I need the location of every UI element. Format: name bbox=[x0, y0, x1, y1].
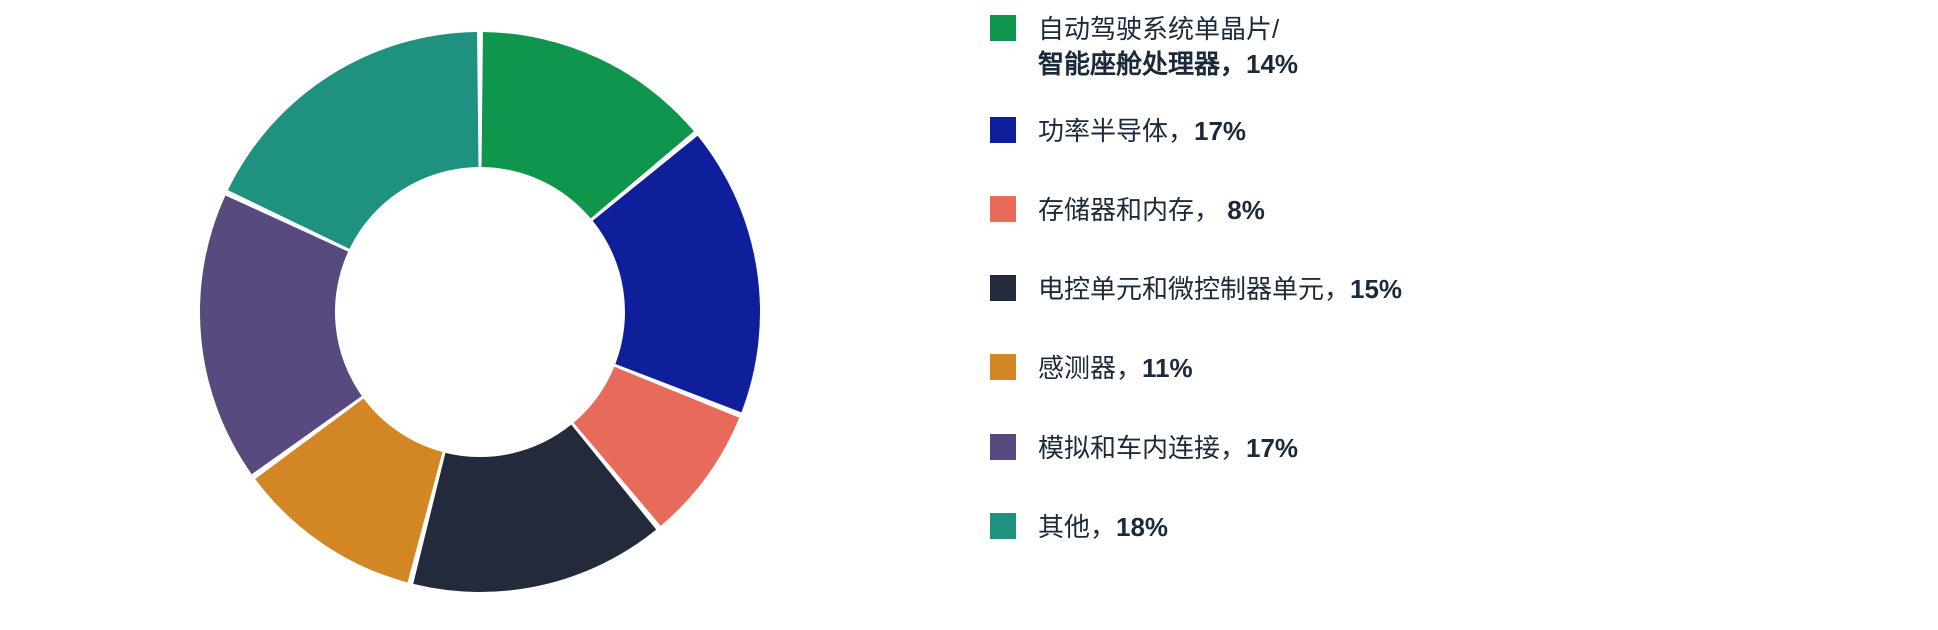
legend-label: 智能座舱处理器， bbox=[1038, 49, 1246, 79]
legend-swatch bbox=[990, 434, 1016, 460]
legend-label-bold: 智能座舱处理器，14% bbox=[1038, 49, 1298, 79]
legend-text: 电控单元和微控制器单元，15% bbox=[1038, 272, 1402, 307]
legend-text: 其他，18% bbox=[1038, 510, 1168, 545]
legend-label: 自动驾驶系统单晶片/ bbox=[1038, 14, 1279, 44]
legend-text: 自动驾驶系统单晶片/智能座舱处理器，14% bbox=[1038, 12, 1298, 82]
legend-item: 电控单元和微控制器单元，15% bbox=[990, 272, 1402, 307]
legend-value: 14% bbox=[1246, 49, 1298, 79]
legend-swatch bbox=[990, 15, 1016, 41]
donut-chart bbox=[0, 0, 960, 625]
legend-value: 18% bbox=[1116, 512, 1168, 542]
legend-text: 存储器和内存， 8% bbox=[1038, 193, 1265, 228]
legend-item: 感测器，11% bbox=[990, 351, 1402, 386]
legend-item: 功率半导体，17% bbox=[990, 114, 1402, 149]
legend-label: 其他， bbox=[1038, 512, 1116, 542]
legend-swatch bbox=[990, 354, 1016, 380]
legend-value: 11% bbox=[1142, 353, 1193, 383]
legend-value: 17% bbox=[1246, 433, 1298, 463]
legend-label: 电控单元和微控制器单元， bbox=[1038, 274, 1350, 304]
legend-item: 模拟和车内连接，17% bbox=[990, 431, 1402, 466]
legend-value: 15% bbox=[1350, 274, 1402, 304]
legend-swatch bbox=[990, 196, 1016, 222]
legend-label: 模拟和车内连接， bbox=[1038, 433, 1246, 463]
legend-item: 其他，18% bbox=[990, 510, 1402, 545]
donut-chart-svg bbox=[0, 0, 960, 625]
legend-item: 自动驾驶系统单晶片/智能座舱处理器，14% bbox=[990, 12, 1402, 82]
legend-label: 存储器和内存， bbox=[1038, 195, 1227, 225]
legend-text: 模拟和车内连接，17% bbox=[1038, 431, 1298, 466]
legend-swatch bbox=[990, 275, 1016, 301]
legend-value: 8% bbox=[1227, 195, 1265, 225]
legend-value: 17% bbox=[1194, 116, 1246, 146]
legend-swatch bbox=[990, 117, 1016, 143]
chart-container: 自动驾驶系统单晶片/智能座舱处理器，14%功率半导体，17%存储器和内存， 8%… bbox=[0, 0, 1938, 625]
legend-label: 感测器， bbox=[1038, 353, 1142, 383]
legend-swatch bbox=[990, 513, 1016, 539]
legend-item: 存储器和内存， 8% bbox=[990, 193, 1402, 228]
legend-label: 功率半导体， bbox=[1038, 116, 1194, 146]
chart-legend: 自动驾驶系统单晶片/智能座舱处理器，14%功率半导体，17%存储器和内存， 8%… bbox=[960, 0, 1402, 545]
legend-text: 功率半导体，17% bbox=[1038, 114, 1246, 149]
legend-text: 感测器，11% bbox=[1038, 351, 1193, 386]
